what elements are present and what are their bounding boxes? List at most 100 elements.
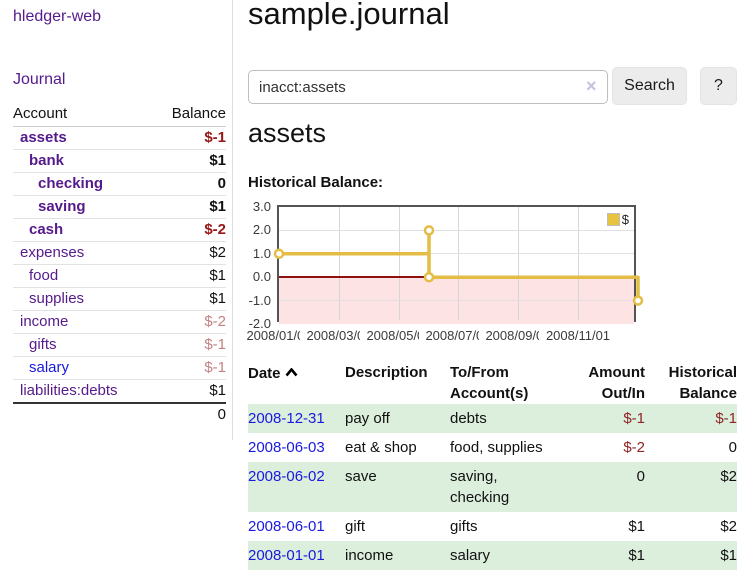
tofrom-column-header: To/From Account(s) <box>450 362 565 404</box>
account-row-salary: salary $-1 <box>13 356 226 380</box>
account-link-liabilities-debts[interactable]: liabilities:debts <box>20 382 118 399</box>
gridline <box>279 253 634 254</box>
tofrom-header-line1: To/From <box>450 364 509 381</box>
gridline <box>339 207 340 320</box>
balance-header-line1: Historical <box>668 364 737 381</box>
transaction-date-link[interactable]: 2008-12-31 <box>248 410 325 427</box>
transaction-accounts: salary <box>450 547 491 564</box>
y-tick-label: 3.0 <box>252 199 271 214</box>
transaction-date-link[interactable]: 2008-01-01 <box>248 547 325 564</box>
account-balance: $-1 <box>153 126 226 150</box>
date-column-header[interactable]: Date <box>248 362 345 404</box>
transaction-balance: $1 <box>720 547 737 564</box>
clear-search-icon[interactable]: × <box>586 76 597 96</box>
help-button[interactable]: ? <box>700 67 737 105</box>
data-point-marker <box>423 271 435 283</box>
balance-header-line2: Balance <box>679 385 737 402</box>
accounts-total-value: 0 <box>217 406 226 423</box>
account-link-gifts[interactable]: gifts <box>29 336 57 353</box>
account-row-food: food $1 <box>13 264 226 288</box>
transaction-amount: $1 <box>628 547 645 564</box>
accounts-table-header: Account Balance <box>13 103 226 127</box>
account-row-assets: assets $-1 <box>13 126 226 150</box>
account-link-assets[interactable]: assets <box>20 129 67 146</box>
sidebar: hledger-web Journal Account Balance asse… <box>0 0 233 440</box>
account-row-gifts: gifts $-1 <box>13 333 226 357</box>
gridline <box>578 207 579 320</box>
account-link-income[interactable]: income <box>20 313 69 330</box>
account-row-expenses: expenses $2 <box>13 241 226 265</box>
x-tick-label: 2008/01/01 <box>240 328 318 343</box>
account-row-supplies: supplies $1 <box>13 287 226 311</box>
transaction-description: pay off <box>345 410 390 427</box>
account-link-cash[interactable]: cash <box>29 221 64 238</box>
date-header-label: Date <box>248 365 281 382</box>
account-link-bank[interactable]: bank <box>29 152 65 169</box>
description-column-header: Description <box>345 364 428 381</box>
transaction-date-link[interactable]: 2008-06-02 <box>248 468 325 485</box>
gridline <box>279 230 634 231</box>
account-balance: $2 <box>153 241 226 265</box>
account-balance: $1 <box>153 287 226 311</box>
transaction-row: 2008-12-31 pay off debts $-1 $-1 <box>248 404 737 433</box>
data-point-marker <box>273 248 285 260</box>
x-tick-label: 2008/03/01 <box>300 328 378 343</box>
amount-header-line1: Amount <box>588 364 645 381</box>
transaction-balance: $2 <box>720 518 737 535</box>
y-tick-label: 2.0 <box>252 222 271 237</box>
search-button[interactable]: Search <box>612 67 687 105</box>
page-title: sample.journal <box>248 0 450 31</box>
account-balance: $1 <box>153 379 226 404</box>
account-row-cash: cash $-2 <box>13 218 226 242</box>
transaction-balance: 0 <box>728 439 737 456</box>
account-balance: 0 <box>153 172 226 196</box>
accounts-total-row: 0 <box>13 403 226 426</box>
x-tick-label: 2008/05/01 <box>360 328 438 343</box>
account-balance: $1 <box>153 149 226 173</box>
transaction-description: income <box>345 547 394 564</box>
transaction-accounts: food, supplies <box>450 439 543 456</box>
transaction-row: 2008-06-01 gift gifts $1 $2 <box>248 512 737 541</box>
accounts-table: Account Balance assets $-1 bank $1 check… <box>13 103 226 426</box>
transaction-balance: $-1 <box>715 410 737 427</box>
amount-header-line2: Out/In <box>601 385 645 402</box>
register-header-row: Date Description To/From Account(s) Amou… <box>248 362 737 404</box>
legend-swatch-icon <box>606 213 620 226</box>
balance-step-line <box>273 225 644 306</box>
account-link-expenses[interactable]: expenses <box>20 244 85 261</box>
transaction-accounts-line2: checking <box>450 489 510 506</box>
chart-title: Historical Balance: <box>248 174 384 191</box>
account-link-saving[interactable]: saving <box>38 198 86 215</box>
gridline <box>279 300 634 301</box>
account-link-food[interactable]: food <box>29 267 59 284</box>
transaction-accounts: saving, checking <box>450 462 565 512</box>
account-row-income: income $-2 <box>13 310 226 334</box>
account-link-checking[interactable]: checking <box>38 175 104 192</box>
account-heading: assets <box>248 118 327 148</box>
account-row-bank: bank $1 <box>13 149 226 173</box>
transaction-amount: $-1 <box>623 410 645 427</box>
transaction-description: save <box>345 468 377 485</box>
data-point-marker <box>632 295 644 306</box>
search-input[interactable] <box>248 70 608 104</box>
gridline <box>518 207 519 320</box>
sidebar-item-journal[interactable]: Journal <box>13 71 66 88</box>
data-point-marker <box>423 225 435 236</box>
balance-chart: 3.0 2.0 1.0 0.0 -1.0 -2.0 2008/01/01 200… <box>240 200 644 343</box>
y-tick-label: 0.0 <box>252 269 271 284</box>
transaction-accounts: debts <box>450 410 487 427</box>
gridline <box>399 207 400 320</box>
y-tick-label: 1.0 <box>252 246 271 261</box>
account-link-supplies[interactable]: supplies <box>29 290 85 307</box>
app-title-link[interactable]: hledger-web <box>13 8 102 25</box>
transaction-date-link[interactable]: 2008-06-01 <box>248 518 325 535</box>
transaction-description: eat & shop <box>345 439 417 456</box>
gridline <box>458 207 459 320</box>
account-link-salary[interactable]: salary <box>29 359 70 376</box>
y-tick-label: -2.0 <box>248 316 271 331</box>
amount-column-header: Amount Out/In <box>565 362 645 404</box>
x-tick-label: 2008/07/01 <box>419 328 497 343</box>
x-tick-label: 2008/11/01 <box>539 328 617 343</box>
transaction-date-link[interactable]: 2008-06-03 <box>248 439 325 456</box>
